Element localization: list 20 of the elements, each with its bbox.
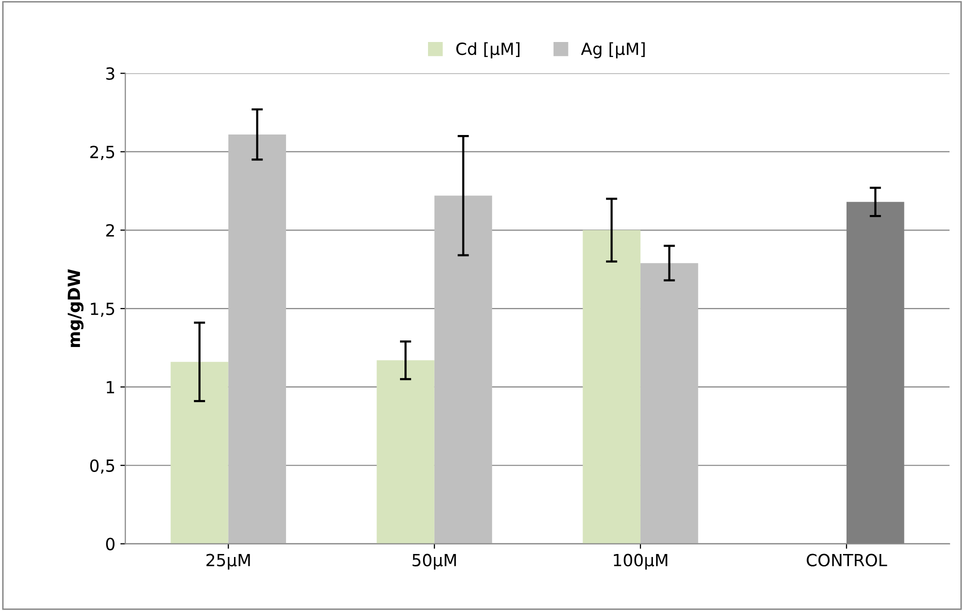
x-tick-label: 50µM bbox=[412, 554, 456, 570]
y-tick-label: 0 bbox=[106, 538, 114, 550]
y-tick-label: 2,5 bbox=[90, 146, 114, 160]
bar bbox=[434, 196, 492, 544]
bar bbox=[170, 362, 228, 544]
x-tick-label: 25µM bbox=[206, 554, 250, 570]
x-tick-label: CONTROL bbox=[806, 554, 888, 566]
bar bbox=[376, 360, 434, 544]
y-tick-label: 1 bbox=[106, 381, 114, 394]
legend-label: Cd [µM] bbox=[456, 42, 520, 58]
y-tick-label: 1,5 bbox=[90, 302, 114, 317]
y-axis-title: mg/gDW bbox=[68, 269, 84, 347]
x-tick-label: 100µM bbox=[614, 554, 668, 570]
legend-label: Ag [µM] bbox=[581, 42, 645, 58]
y-tick-label: 2 bbox=[106, 224, 114, 236]
bar bbox=[582, 230, 640, 544]
y-tick-label: 3 bbox=[106, 67, 114, 80]
bar bbox=[640, 263, 698, 544]
y-tick-label: 0,5 bbox=[90, 459, 114, 474]
bar bbox=[228, 134, 286, 544]
